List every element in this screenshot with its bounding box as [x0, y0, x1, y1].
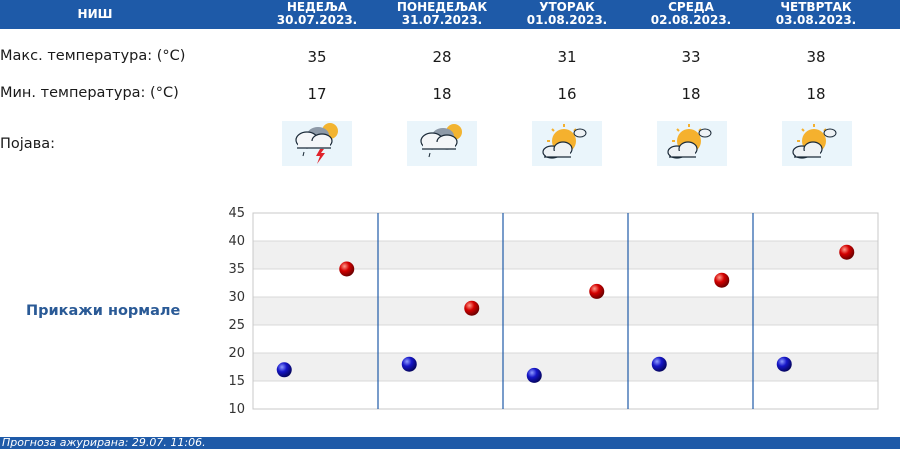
max-temp-value: 38 [806, 48, 826, 66]
max-temp-point [839, 244, 855, 260]
day-header-5: ЧЕТВРТАК 03.08.2023. [771, 0, 861, 29]
day-name: НЕДЕЉА [286, 0, 348, 14]
min-temp-point [276, 362, 292, 378]
sun-cloud-icon [532, 121, 602, 166]
day-name: СРЕДА [668, 0, 714, 14]
grid-band [253, 297, 878, 325]
plot-frame [252, 212, 879, 410]
y-tick-label: 10 [228, 402, 245, 415]
min-temp-point [776, 356, 792, 372]
max-temp-point [589, 283, 605, 299]
min-temp-point [526, 367, 542, 383]
day-name: УТОРАК [539, 0, 595, 14]
y-tick-label: 35 [228, 262, 245, 277]
cloud-rain-sun-icon [407, 121, 477, 166]
y-tick-label: 40 [228, 234, 245, 249]
min-temp-label: Мин. температура: (°C) [0, 85, 179, 101]
day-header-3: УТОРАК 01.08.2023. [522, 0, 612, 29]
day-date: 30.07.2023. [276, 13, 358, 27]
grid-band [253, 353, 878, 381]
day-date: 31.07.2023. [401, 13, 483, 27]
min-temp-point [401, 356, 417, 372]
y-tick-label: 20 [228, 346, 245, 361]
min-temp-value: 18 [432, 85, 452, 103]
day-header-1: НЕДЕЉА 30.07.2023. [272, 0, 362, 29]
day-date: 03.08.2023. [775, 13, 857, 27]
max-temp-value: 35 [307, 48, 327, 66]
day-date: 02.08.2023. [650, 13, 732, 27]
min-temp-point [651, 356, 667, 372]
y-tick-label: 30 [228, 290, 245, 305]
show-normals-link[interactable]: Прикажи нормале [26, 303, 181, 319]
max-temp-value: 31 [557, 48, 577, 66]
day-header-2: ПОНЕДЕЉАК 31.07.2023. [392, 0, 492, 29]
cloud-thunderstorm-icon [282, 121, 352, 166]
temperature-chart: 45 40 35 30 25 20 15 10 [228, 206, 879, 415]
day-name: ЧЕТВРТАК [780, 0, 852, 14]
sun-cloud-icon [657, 121, 727, 166]
y-tick-label: 15 [228, 374, 245, 389]
day-date: 01.08.2023. [526, 13, 608, 27]
min-temp-value: 16 [557, 85, 577, 103]
y-tick-label: 25 [228, 318, 245, 333]
grid-band [253, 241, 878, 269]
max-temp-value: 33 [681, 48, 701, 66]
max-temp-value: 28 [432, 48, 452, 66]
max-temp-point [464, 300, 480, 316]
day-header-4: СРЕДА 02.08.2023. [646, 0, 736, 29]
max-temp-point [714, 272, 730, 288]
forecast-updated-footer: Прогноза ажурирана: 29.07. 11:06. [0, 437, 900, 449]
phenomenon-label: Појава: [0, 136, 56, 152]
city-name: НИШ [77, 7, 113, 21]
max-temp-point [339, 261, 355, 277]
y-tick-label: 45 [228, 206, 245, 221]
min-temp-value: 17 [307, 85, 327, 103]
day-name: ПОНЕДЕЉАК [396, 0, 488, 14]
max-temp-label: Макс. температура: (°C) [0, 48, 186, 64]
min-temp-value: 18 [806, 85, 826, 103]
sun-cloud-icon [782, 121, 852, 166]
min-temp-value: 18 [681, 85, 701, 103]
forecast-header: НИШ НЕДЕЉА 30.07.2023. ПОНЕДЕЉАК 31.07.2… [0, 0, 900, 29]
